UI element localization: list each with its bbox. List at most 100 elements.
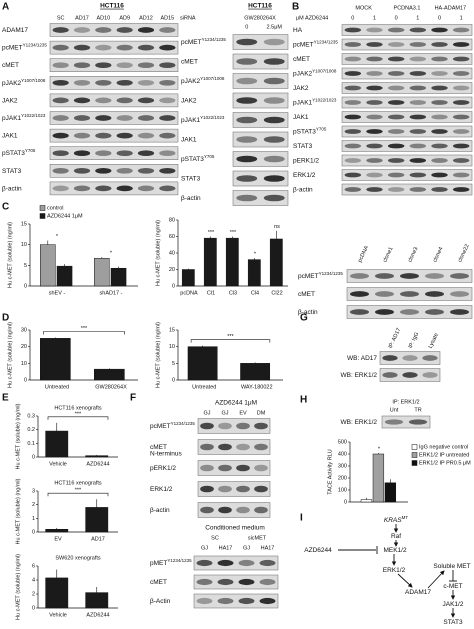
band — [344, 27, 362, 33]
band — [431, 100, 448, 105]
x-tick-label: Untreated — [45, 384, 69, 390]
band — [116, 27, 133, 33]
bar — [110, 267, 127, 287]
band — [366, 172, 383, 178]
legend-label: ERK1/2 IP untreated — [419, 452, 469, 458]
band — [344, 143, 362, 149]
lane-label: 1 — [416, 15, 419, 21]
protein: WB: ERK1/2 — [341, 419, 378, 426]
band — [159, 150, 176, 157]
blot — [341, 183, 473, 196]
bar — [225, 237, 239, 287]
lane-label: GJ — [201, 545, 208, 551]
legend-label: ERK1/2 IP PR0.5 μM — [419, 460, 471, 466]
band — [236, 155, 258, 163]
band — [431, 56, 448, 62]
blot — [193, 555, 279, 571]
bar — [40, 244, 56, 287]
row-label: cMET — [2, 62, 19, 69]
blot — [197, 502, 271, 518]
band — [259, 597, 276, 605]
band — [366, 71, 383, 76]
lane-label: GJ — [243, 545, 250, 551]
panel-label: E — [2, 393, 9, 404]
site: Y1234/1235 — [319, 271, 344, 276]
band — [217, 559, 234, 567]
band — [159, 115, 176, 121]
blot — [341, 53, 473, 65]
significance: *** — [81, 326, 88, 332]
y-tick-label: 0.1 — [27, 441, 35, 447]
band — [238, 559, 255, 567]
arrow — [427, 570, 445, 589]
y-tick-label: 80 — [169, 217, 175, 223]
band — [366, 56, 383, 62]
y-tick-label: 4 — [32, 577, 35, 583]
bar — [40, 338, 71, 381]
x-tick-label: Cl4 — [251, 290, 259, 296]
band — [409, 85, 427, 91]
y-axis-label: Hu c-MET (soluble) (ng/ml) — [15, 478, 21, 544]
legend-swatch — [39, 213, 46, 219]
row-label: pERK1/2 — [150, 465, 176, 472]
band — [366, 42, 383, 47]
band — [52, 44, 69, 51]
band — [236, 77, 258, 85]
band — [52, 115, 69, 121]
bar — [45, 430, 69, 458]
group-label: MOCK — [355, 5, 372, 11]
row-label: ERK1/2 — [150, 486, 173, 493]
row-label: JAK1 — [181, 136, 197, 143]
x-tick-label: shEV - — [49, 290, 66, 296]
band — [344, 114, 362, 120]
y-tick-label: 2 — [32, 502, 35, 508]
band — [52, 185, 69, 192]
treatment: GW280264X — [244, 15, 276, 21]
bracket — [47, 492, 109, 497]
band — [409, 143, 427, 149]
y-tick-label: 400 — [338, 451, 347, 457]
lane-label: EV — [239, 410, 247, 416]
blot — [49, 181, 179, 196]
band — [431, 187, 448, 192]
lane-label: SC — [57, 15, 65, 21]
protein: STAT3 — [181, 175, 201, 182]
band — [159, 132, 176, 139]
protein: pcMET — [181, 39, 202, 46]
arrow — [397, 573, 413, 588]
band — [344, 187, 362, 192]
band — [425, 309, 444, 315]
band — [137, 167, 155, 174]
y-tick-label: 60 — [169, 234, 175, 240]
y-tick-label: 500 — [338, 439, 347, 445]
band — [116, 44, 133, 51]
band — [375, 273, 394, 279]
panel-label: B — [292, 2, 299, 13]
row-label: cMET — [150, 579, 167, 586]
lane-label: AD15 — [160, 15, 174, 21]
blot — [49, 76, 179, 90]
blot — [49, 58, 179, 72]
pathway-node: KRASMT — [384, 515, 408, 524]
band — [95, 27, 112, 33]
site: Y1022/1023 — [200, 115, 225, 120]
row-label: JAK1 — [2, 132, 18, 139]
significance: *** — [75, 411, 82, 417]
band — [366, 27, 383, 33]
protein: pcMET — [298, 273, 319, 280]
band — [387, 85, 405, 91]
band — [422, 372, 438, 378]
bar — [187, 346, 218, 381]
bracket — [190, 339, 271, 343]
protein: cMET — [150, 444, 167, 451]
blot — [197, 460, 271, 476]
row-label: WB: ERK1/2 — [341, 419, 378, 426]
y-tick-label: 15 — [21, 221, 27, 227]
legend-swatch — [39, 205, 46, 211]
node-text: STAT3 — [443, 619, 463, 626]
band — [409, 71, 427, 76]
row-label: cMET — [150, 444, 167, 451]
row-label: pJAK1Y1022/1023 — [2, 113, 46, 122]
y-tick-label: 40 — [169, 250, 175, 256]
band — [218, 464, 232, 472]
